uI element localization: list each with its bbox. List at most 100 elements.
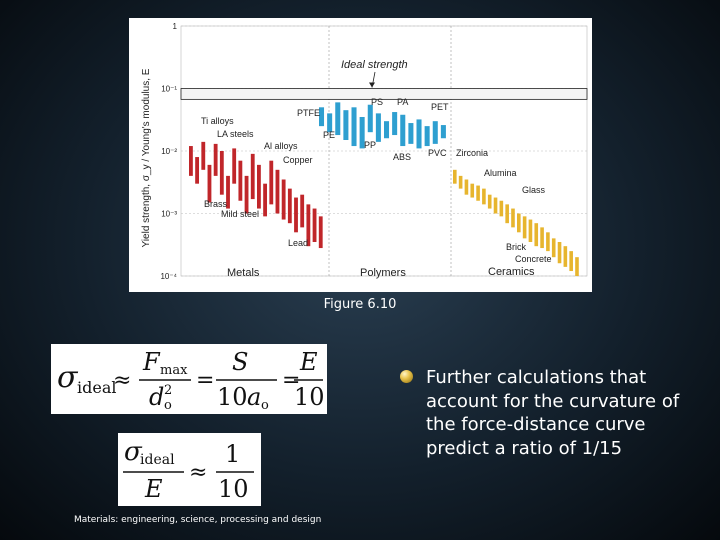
bar-metals (250, 153, 255, 200)
bar-metals (269, 160, 274, 205)
bar-ceramics (534, 223, 539, 247)
bar-polymers (392, 112, 398, 136)
material-label: Glass (522, 185, 546, 195)
eq2-approx: ≈ (189, 460, 207, 485)
bar-metals (226, 175, 230, 209)
material-label: PE (323, 130, 335, 140)
eq2-ten: 10 (218, 475, 249, 503)
bar-metals (312, 208, 317, 242)
material-label: LA steels (217, 129, 254, 139)
eq1-d-sup: 2 (164, 383, 172, 398)
bar-polymers (335, 102, 341, 136)
bar-metals (207, 164, 212, 203)
bar-ceramics (522, 216, 527, 239)
eq1-sigma-sub: ideal (77, 378, 116, 397)
material-label: Zirconia (456, 148, 488, 158)
y-tick-label: 10⁻³ (161, 210, 177, 219)
bullet-text: Further calculations that account for th… (426, 367, 680, 459)
eq1-d-sub: o (164, 398, 172, 413)
group-label: Polymers (360, 267, 406, 279)
bar-polymers (351, 107, 357, 147)
material-label: Copper (283, 155, 313, 165)
bar-polymers (359, 116, 365, 149)
bar-metals (281, 179, 286, 220)
bar-ceramics (470, 183, 475, 198)
material-label: Al alloys (264, 141, 298, 151)
equation-ideal-strength: σ ideal ≈ F max d 2 o = S 10 a o = E 10 (51, 344, 327, 414)
bar-ceramics (458, 175, 463, 189)
bar-polymers (343, 110, 349, 140)
eq1-sigma: σ (57, 360, 79, 395)
bar-polymers (416, 119, 422, 149)
bar-polymers (375, 113, 381, 142)
equation-svg: σ ideal ≈ F max d 2 o = S 10 a o = E 10 (57, 348, 325, 413)
bar-ceramics (569, 251, 573, 272)
eq1-e: E (299, 348, 318, 376)
eq1-eq-1: = (196, 368, 214, 393)
material-label: ABS (393, 152, 411, 162)
bar-metals (201, 141, 206, 170)
bar-polymers (400, 114, 406, 147)
bar-metals (318, 216, 323, 249)
material-label: PS (371, 97, 383, 107)
material-label: Brick (506, 242, 526, 252)
bar-metals (275, 169, 280, 214)
ideal-strength-arrowhead (369, 82, 375, 88)
bar-polymers (440, 125, 446, 139)
material-label: Alumina (484, 168, 517, 178)
bar-ceramics (511, 208, 515, 228)
bar-metals (189, 146, 193, 176)
bar-ceramics (528, 219, 533, 242)
material-label: Mild steel (221, 209, 259, 219)
bar-metals (195, 157, 200, 184)
eq1-approx: ≈ (113, 368, 131, 393)
bar-ceramics (540, 227, 544, 249)
material-label: Brass (204, 199, 228, 209)
y-tick-label: 10⁻⁴ (160, 272, 177, 281)
equation-ratio-svg: σ ideal E ≈ 1 10 (123, 437, 254, 503)
bar-metals (257, 164, 261, 209)
figure-caption: Figure 6.10 (323, 297, 397, 312)
bar-ceramics (453, 169, 457, 184)
group-label: Metals (227, 267, 260, 279)
source-citation: Materials: engineering, science, process… (74, 515, 322, 525)
figure-panel: Yield strength, σ_y / Young's modulus, E… (129, 18, 592, 292)
bar-ceramics (551, 238, 556, 258)
bar-metals (232, 148, 237, 184)
equation-ratio: σ ideal E ≈ 1 10 (118, 433, 261, 506)
bar-polymers (384, 121, 390, 139)
y-tick-label: 10⁻¹ (161, 85, 177, 94)
bar-ceramics (482, 188, 486, 205)
bar-polymers (367, 104, 373, 133)
bar-ceramics (487, 194, 492, 209)
material-label: Concrete (515, 254, 552, 264)
bar-ceramics (546, 232, 550, 252)
bar-polymers (319, 107, 325, 127)
eq2-sigma: σ (124, 437, 143, 467)
eq1-ten: 10 (217, 383, 248, 411)
bar-metals (300, 194, 305, 228)
material-label: PET (431, 102, 449, 112)
bar-ceramics (499, 200, 504, 217)
bar-polymers (327, 113, 333, 133)
eq1-s: S (232, 348, 248, 376)
eq1-f-sub: max (160, 363, 188, 378)
bar-metals (287, 188, 292, 224)
eq1-ten-2: 10 (294, 383, 325, 411)
material-label: PA (397, 97, 408, 107)
bar-ceramics (464, 179, 469, 195)
eq2-sigma-sub: ideal (140, 452, 175, 468)
bar-metals (219, 151, 224, 195)
bar-ceramics (575, 257, 579, 276)
eq1-f: F (142, 348, 161, 376)
eq2-e: E (144, 475, 163, 503)
eq1-a-sub: o (261, 398, 269, 413)
bar-ceramics (563, 246, 568, 267)
eq1-d: d (149, 383, 164, 411)
ideal-strength-label: Ideal strength (341, 59, 408, 71)
strength-modulus-chart: Yield strength, σ_y / Young's modulus, E… (141, 22, 588, 281)
bar-ceramics (493, 197, 498, 214)
bar-polymers (424, 126, 430, 147)
bar-metals (244, 175, 249, 214)
bar-polymers (408, 123, 414, 144)
